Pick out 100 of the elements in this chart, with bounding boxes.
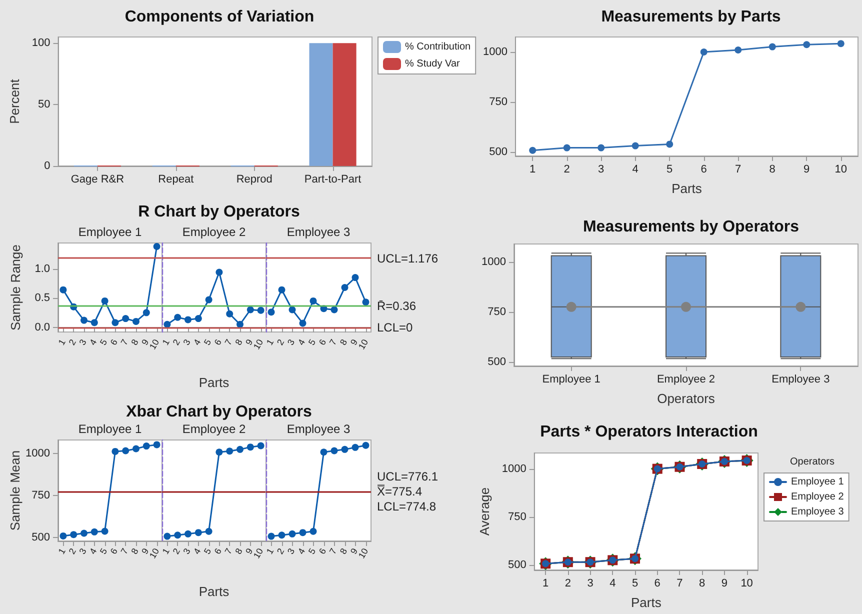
point bbox=[278, 532, 286, 539]
x-tick-label: 5 bbox=[306, 338, 318, 347]
x-tick-label: 10 bbox=[834, 164, 847, 176]
text: UCL=776.1 bbox=[377, 469, 438, 484]
point bbox=[122, 315, 130, 322]
point bbox=[268, 532, 275, 540]
x-tick-label: 4 bbox=[88, 546, 99, 556]
point bbox=[529, 146, 536, 154]
legend-title: Operators bbox=[790, 456, 834, 468]
point bbox=[288, 530, 296, 538]
point bbox=[278, 286, 286, 294]
x-tick-label: Reprod bbox=[236, 174, 272, 186]
chart-subtitle: Employee 1 bbox=[78, 225, 142, 239]
ref-line-label: UCL=1.176 bbox=[377, 251, 438, 266]
point bbox=[236, 320, 244, 328]
point bbox=[837, 40, 844, 48]
x-tick-label: 8 bbox=[338, 546, 350, 556]
point bbox=[288, 306, 296, 314]
point bbox=[563, 144, 570, 152]
point bbox=[184, 530, 192, 538]
x-tick-label: 9 bbox=[804, 164, 810, 176]
x-tick-label: 3 bbox=[77, 546, 88, 556]
ref-line-label: X̿=775.4 bbox=[376, 484, 422, 498]
x-tick-label: 5 bbox=[306, 546, 318, 556]
x-tick-label: 4 bbox=[192, 338, 203, 347]
y-tick-label: 1.0 bbox=[34, 262, 50, 275]
y-axis-title: Sample Mean bbox=[8, 450, 23, 531]
point bbox=[341, 284, 348, 291]
point bbox=[90, 528, 98, 536]
y-tick-label: 1000 bbox=[482, 256, 506, 268]
x-tick-label: 7 bbox=[735, 164, 742, 176]
legend-label: Employee 3 bbox=[791, 506, 844, 518]
x-tick-label: 1 bbox=[160, 338, 172, 347]
legend-label: % Study Var bbox=[405, 58, 461, 70]
point bbox=[80, 316, 88, 324]
point bbox=[205, 296, 212, 304]
x-axis-title: Parts bbox=[672, 181, 702, 196]
x-tick-label: 7 bbox=[327, 338, 339, 347]
x-tick-label: 10 bbox=[740, 578, 753, 590]
x-tick-label: 6 bbox=[108, 338, 120, 347]
point bbox=[216, 268, 223, 276]
x-tick-label: 5 bbox=[202, 546, 214, 556]
x-tick-label: Part-to-Part bbox=[304, 174, 362, 186]
chart-title: Parts * Operators Interaction bbox=[540, 424, 758, 440]
chart-subtitle: Employee 2 bbox=[182, 422, 246, 436]
x-tick-label: 6 bbox=[316, 546, 328, 556]
y-tick-label: 750 bbox=[32, 490, 50, 502]
y-axis-title: Sample Range bbox=[8, 244, 23, 330]
x-tick-label: 4 bbox=[296, 546, 308, 556]
text: LCL=774.8 bbox=[377, 499, 436, 514]
point bbox=[598, 144, 605, 152]
point bbox=[132, 445, 140, 452]
point bbox=[768, 43, 776, 50]
x-tick-label: 3 bbox=[77, 338, 88, 347]
ref-line-label: R̄=0.36 bbox=[377, 299, 416, 314]
x-tick-label: 1 bbox=[542, 578, 549, 590]
x-tick-label: 2 bbox=[170, 338, 182, 347]
x-tick-label: 6 bbox=[212, 338, 224, 347]
point bbox=[310, 297, 317, 304]
point bbox=[184, 316, 192, 324]
y-tick-label: 1000 bbox=[502, 462, 526, 475]
point bbox=[112, 448, 119, 455]
point bbox=[174, 532, 182, 539]
x-tick-label: 7 bbox=[118, 338, 130, 347]
point bbox=[362, 298, 370, 306]
x-tick-label: 5 bbox=[98, 338, 110, 347]
point bbox=[90, 319, 98, 326]
point bbox=[310, 528, 317, 535]
point bbox=[320, 448, 328, 456]
point bbox=[226, 310, 234, 318]
x-tick-label: 2 bbox=[274, 546, 286, 556]
point bbox=[122, 447, 130, 454]
point bbox=[142, 442, 150, 450]
point bbox=[153, 243, 160, 250]
legend-label: Employee 1 bbox=[791, 476, 844, 488]
x-tick-label: 7 bbox=[676, 578, 683, 590]
x-tick-label: 8 bbox=[338, 338, 350, 347]
x-tick-label: 2 bbox=[564, 164, 570, 176]
x-tick-label: 7 bbox=[118, 546, 130, 556]
x-tick-label: 3 bbox=[587, 578, 594, 590]
x-tick-label: 2 bbox=[564, 578, 571, 590]
x-tick-label: 2 bbox=[170, 546, 182, 556]
point bbox=[352, 444, 359, 451]
x-tick-label: 7 bbox=[222, 546, 234, 556]
x-tick-label: 3 bbox=[598, 164, 604, 176]
x-axis-title: Parts bbox=[198, 375, 230, 390]
text: Xbar Chart by Operators bbox=[126, 404, 312, 420]
x-tick-label: 5 bbox=[666, 164, 673, 176]
x-tick-label: 1 bbox=[160, 546, 172, 556]
point bbox=[142, 309, 150, 316]
x-tick-label: 9 bbox=[721, 578, 728, 590]
x-tick-label: 5 bbox=[632, 578, 638, 590]
point bbox=[112, 319, 119, 326]
point bbox=[330, 306, 338, 314]
x-axis-title: Parts bbox=[198, 584, 230, 599]
x-tick-label: 6 bbox=[108, 546, 120, 556]
x-tick-label: 4 bbox=[192, 546, 203, 556]
point bbox=[205, 528, 212, 535]
x-tick-label: 1 bbox=[56, 546, 68, 556]
chart-subtitle: Employee 3 bbox=[286, 225, 351, 239]
